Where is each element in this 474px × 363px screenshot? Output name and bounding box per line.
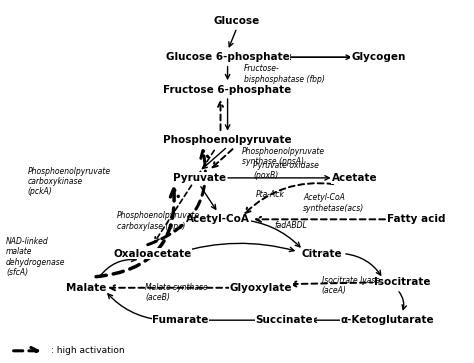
Text: Isocitrate: Isocitrate xyxy=(374,277,430,287)
Text: Fructose-
bisphosphatase (fbp): Fructose- bisphosphatase (fbp) xyxy=(244,65,325,84)
FancyArrowPatch shape xyxy=(346,254,381,275)
Text: Oxaloacetate: Oxaloacetate xyxy=(113,249,191,258)
Text: NAD-linked
malate
dehydrogenase
(sfcA): NAD-linked malate dehydrogenase (sfcA) xyxy=(6,237,65,277)
Text: Pta-Ack: Pta-Ack xyxy=(256,189,285,199)
FancyArrowPatch shape xyxy=(96,189,178,277)
FancyArrowPatch shape xyxy=(100,257,136,277)
Text: Pyruvate oxidase
(poxB): Pyruvate oxidase (poxB) xyxy=(254,161,319,180)
FancyArrowPatch shape xyxy=(178,243,294,253)
Text: Phosphoenolpyruvate: Phosphoenolpyruvate xyxy=(163,135,292,145)
Text: Acetyl-CoA: Acetyl-CoA xyxy=(186,214,250,224)
Text: α-Ketoglutarate: α-Ketoglutarate xyxy=(341,315,435,325)
Text: Citrate: Citrate xyxy=(301,249,342,258)
FancyArrowPatch shape xyxy=(148,150,208,245)
Text: Malate: Malate xyxy=(66,283,106,293)
Text: Phosphoenolpyruvate
carboxykinase
(pckA): Phosphoenolpyruvate carboxykinase (pckA) xyxy=(27,167,110,196)
Text: Glyoxylate: Glyoxylate xyxy=(229,283,292,293)
FancyArrowPatch shape xyxy=(399,292,406,310)
Text: Succinate: Succinate xyxy=(255,315,313,325)
Text: Pyruvate: Pyruvate xyxy=(173,173,226,183)
Text: Glycogen: Glycogen xyxy=(351,52,406,62)
Text: Isocitrate lyase
(aceA): Isocitrate lyase (aceA) xyxy=(322,276,380,295)
Text: Glucose: Glucose xyxy=(214,16,260,26)
Text: Acetate: Acetate xyxy=(332,173,378,183)
Text: Phosphoenolpyruvate
carboxylase (ppc): Phosphoenolpyruvate carboxylase (ppc) xyxy=(117,211,200,231)
Text: Fructose 6-phosphate: Fructose 6-phosphate xyxy=(164,85,292,95)
Text: Phosphoenolpyruvate
synthase (ppsA): Phosphoenolpyruvate synthase (ppsA) xyxy=(242,147,325,166)
FancyArrowPatch shape xyxy=(108,294,159,320)
FancyArrowPatch shape xyxy=(245,183,333,213)
Text: Glucose 6-phosphate: Glucose 6-phosphate xyxy=(166,52,290,62)
Text: Malate synthase
(aceB): Malate synthase (aceB) xyxy=(145,283,208,302)
Text: Acetyl-CoA
synthetase(acs): Acetyl-CoA synthetase(acs) xyxy=(303,193,364,213)
Text: fadABDL: fadABDL xyxy=(275,221,308,230)
Text: Fumarate: Fumarate xyxy=(152,315,209,325)
Text: Fatty acid: Fatty acid xyxy=(387,214,445,224)
FancyArrowPatch shape xyxy=(240,220,300,247)
Text: : high activation: : high activation xyxy=(51,346,125,355)
